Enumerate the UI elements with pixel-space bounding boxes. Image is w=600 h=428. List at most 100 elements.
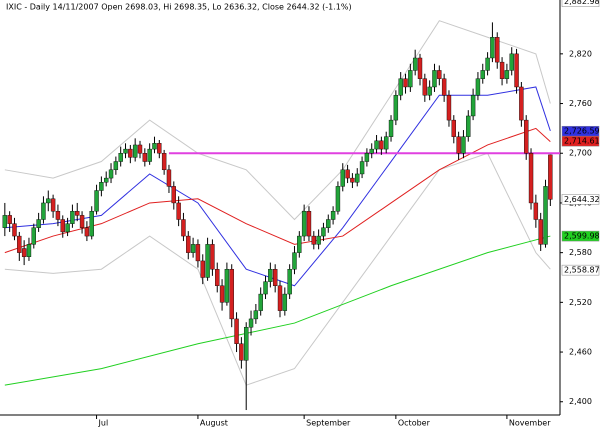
candle-body bbox=[451, 119, 456, 137]
candle-body bbox=[538, 219, 543, 245]
candle-body bbox=[292, 252, 297, 270]
candle-body bbox=[152, 143, 157, 150]
candle-body bbox=[514, 53, 519, 88]
candle-body bbox=[128, 148, 133, 158]
candle-body bbox=[398, 78, 403, 96]
y-tick-label: 2,460 bbox=[569, 348, 592, 357]
candle-body bbox=[258, 293, 263, 311]
price-label: 2,644.32 bbox=[564, 195, 600, 204]
price-label: 2,599.98 bbox=[564, 232, 600, 241]
candle-body bbox=[379, 140, 384, 150]
candle-body bbox=[215, 269, 220, 286]
y-tick-label: 2,580 bbox=[569, 248, 592, 257]
candle-body bbox=[437, 70, 442, 79]
candle-body bbox=[12, 223, 17, 237]
candle-body bbox=[321, 227, 326, 237]
candle-body bbox=[118, 153, 123, 162]
chart-title: IXIC - Daily 14/11/2007 Open 2698.03, Hi… bbox=[6, 3, 352, 12]
candle-body bbox=[441, 78, 447, 96]
candle-body bbox=[2, 215, 8, 228]
candle-body bbox=[166, 169, 172, 187]
price-label-box bbox=[561, 0, 600, 7]
candle-body bbox=[470, 95, 476, 117]
candle-body bbox=[171, 186, 176, 204]
overlay-line bbox=[4, 127, 551, 254]
candle-body bbox=[123, 148, 128, 154]
candle-body bbox=[89, 211, 94, 237]
candle-body bbox=[432, 70, 437, 88]
overlay-line bbox=[4, 86, 551, 287]
y-tick-label: 2,820 bbox=[569, 49, 592, 58]
candle-body bbox=[543, 186, 548, 245]
candle-body bbox=[84, 227, 90, 237]
candle-body bbox=[335, 186, 341, 212]
candle-body bbox=[219, 285, 225, 303]
candle-body bbox=[200, 260, 205, 278]
candle-body bbox=[374, 140, 379, 150]
candle-body bbox=[263, 281, 268, 295]
candle-body bbox=[427, 86, 432, 96]
price-label: 2,726.59 bbox=[564, 127, 600, 136]
price-label: 2,882.98 bbox=[564, 0, 600, 6]
candle-body bbox=[268, 269, 273, 282]
candle-body bbox=[239, 343, 244, 361]
candle-body bbox=[524, 119, 529, 154]
x-tick-label: September bbox=[306, 419, 351, 428]
candle-body bbox=[408, 70, 413, 88]
y-tick-label: 2,760 bbox=[569, 99, 592, 108]
candle-body bbox=[132, 144, 138, 158]
x-tick-label: October bbox=[398, 419, 431, 428]
candle-body bbox=[186, 235, 191, 253]
candle-body bbox=[142, 153, 148, 162]
price-label: 2,714.61 bbox=[564, 137, 600, 146]
candle-body bbox=[195, 244, 201, 262]
candle-body bbox=[277, 285, 283, 311]
candle-body bbox=[244, 326, 249, 361]
candle-body bbox=[330, 211, 336, 220]
price-label-box bbox=[561, 264, 600, 276]
candle-body bbox=[509, 53, 514, 71]
candle-body bbox=[104, 177, 109, 183]
candle-body bbox=[60, 219, 65, 233]
candle-body bbox=[41, 202, 46, 220]
candle-body bbox=[485, 57, 490, 71]
candle-body bbox=[161, 153, 167, 171]
candle-body bbox=[340, 169, 345, 187]
candle-body bbox=[147, 148, 152, 162]
candle-body bbox=[21, 248, 27, 257]
candle-body bbox=[50, 198, 56, 212]
y-tick-label: 2,520 bbox=[569, 298, 592, 307]
candle-body bbox=[282, 293, 288, 311]
candle-body bbox=[79, 215, 85, 228]
candle-body bbox=[26, 244, 32, 257]
candle-body bbox=[210, 244, 215, 270]
candle-body bbox=[137, 144, 143, 154]
candle-body bbox=[475, 78, 481, 96]
x-tick-label: August bbox=[200, 419, 228, 428]
candle-body bbox=[75, 211, 80, 216]
candle-body bbox=[490, 37, 495, 59]
candle-body bbox=[306, 211, 312, 237]
candle-body bbox=[364, 153, 370, 162]
candle-body bbox=[253, 310, 259, 320]
candle-body bbox=[301, 211, 307, 237]
price-label-box bbox=[561, 230, 600, 242]
candle-body bbox=[359, 161, 365, 175]
candle-body bbox=[7, 215, 12, 224]
candle-body bbox=[31, 227, 36, 245]
candle-body bbox=[519, 86, 524, 121]
candle-body bbox=[113, 161, 119, 171]
candle-body bbox=[461, 136, 466, 154]
candle-body bbox=[229, 269, 234, 320]
candle-body bbox=[393, 95, 399, 121]
y-tick-label: 2,700 bbox=[569, 149, 592, 158]
candle-body bbox=[55, 211, 61, 220]
candle-body bbox=[504, 70, 510, 79]
candle-body bbox=[108, 169, 114, 179]
candle-body bbox=[99, 182, 104, 191]
candle-body bbox=[287, 269, 292, 295]
candle-body bbox=[495, 37, 500, 63]
candle-body bbox=[94, 190, 99, 212]
candle-body bbox=[355, 173, 360, 183]
